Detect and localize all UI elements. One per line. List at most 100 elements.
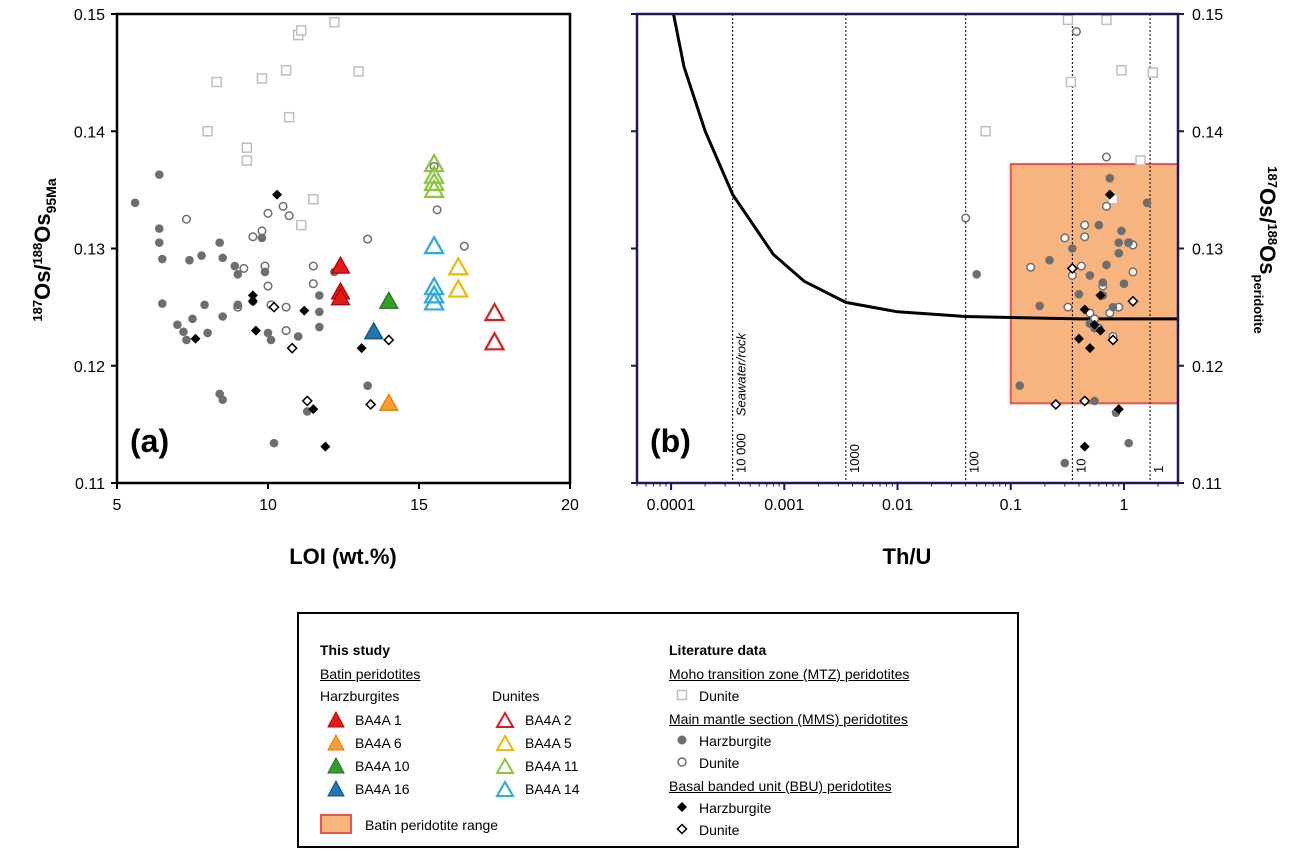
open-triangle-ba4a14-icon (495, 779, 515, 797)
point-mtz-dunite (1116, 65, 1127, 76)
legend-ba4a16: BA4A 16 (355, 781, 410, 797)
point-mms-dunite (1080, 232, 1090, 242)
point-mtz-dunite (308, 194, 319, 205)
point-mms-harzburgite (1074, 289, 1084, 299)
point-mms-harzburgite (218, 395, 227, 405)
point-mms-dunite (1101, 152, 1111, 162)
point-mms-harzburgite (260, 267, 270, 277)
open-triangle-ba4a5-icon (495, 733, 515, 751)
open-diamond-icon (676, 823, 688, 835)
point-bbu-harzburgite (308, 404, 319, 415)
point-mms-dunite (1128, 267, 1138, 277)
point-bbu-harzburgite (1089, 319, 1100, 330)
y-tick-label-b: 0.11 (1192, 476, 1222, 493)
seawater-rock-label: Seawater/rock (734, 332, 749, 417)
point-mtz-dunite (295, 219, 307, 231)
ylabel-b-sup-187: 187 (1265, 166, 1280, 188)
point-bbu-dunite (1079, 395, 1091, 407)
point-bbu-harzburgite (1073, 333, 1084, 344)
batin-range-box (1009, 163, 1180, 405)
panel-b-ylabel: 187Os/188Osperidotite (1251, 166, 1280, 333)
point-ba4a-6 (378, 393, 399, 411)
point-mms-harzburgite (315, 322, 324, 332)
point-mtz-dunite (353, 66, 364, 77)
point-mms-harzburgite (257, 233, 267, 243)
point-mms-dunite (1026, 262, 1036, 272)
x-tick-label-a: 20 (561, 497, 579, 514)
x-tick-label-a: 10 (259, 497, 277, 514)
ratio-line-label: 1000 (847, 444, 862, 473)
point-mms-harzburgite (315, 307, 324, 317)
point-bbu-harzburgite (356, 343, 367, 354)
x-tick-label-b: 1 (1120, 497, 1129, 514)
x-tick-label-b: 0.1 (1000, 497, 1022, 514)
point-bbu-harzburgite (1079, 441, 1090, 452)
ylabel-sub: 95Ma (43, 178, 59, 213)
point-mms-harzburgite (188, 314, 197, 324)
legend-ba4a2: BA4A 2 (525, 712, 572, 728)
point-mms-dunite (248, 232, 258, 242)
legend: This study Batin peridotites Harzburgite… (297, 612, 1019, 848)
point-mms-dunite (1060, 233, 1070, 243)
point-mms-dunite (1101, 201, 1111, 211)
point-mms-harzburgite (1015, 381, 1025, 390)
point-bbu-dunite (1127, 295, 1139, 307)
point-mms-harzburgite (972, 269, 981, 279)
point-mms-harzburgite (1119, 279, 1129, 288)
point-mms-harzburgite (1105, 173, 1115, 183)
point-mtz-dunite (283, 111, 295, 123)
point-ba4a-2 (483, 301, 506, 322)
open-square-icon (676, 689, 688, 701)
point-bbu-dunite (1066, 262, 1078, 274)
panel-a-frame (115, 12, 572, 485)
legend-bbu-heading: Basal banded unit (BBU) peridotites (669, 778, 892, 794)
point-ba4a-11 (423, 171, 445, 191)
ratio-line-label: 10 (1073, 459, 1088, 473)
point-ba4a-10 (378, 291, 399, 309)
point-mms-harzburgite (1114, 238, 1124, 247)
point-mms-dunite (1063, 302, 1073, 312)
legend-this-study: This study (320, 642, 391, 658)
legend-bbu-harzburgite: Harzburgite (699, 800, 772, 816)
x-tick-label-b: 0.01 (882, 497, 913, 514)
y-tick-label-b: 0.13 (1192, 242, 1223, 259)
panel-a-marks (130, 16, 506, 452)
y-tick-label-a: 0.11 (75, 476, 105, 493)
y-tick-label-b: 0.14 (1192, 124, 1223, 141)
point-bbu-harzburgite (320, 441, 331, 452)
point-bbu-dunite (365, 398, 377, 411)
legend-ba4a10: BA4A 10 (355, 758, 410, 774)
point-mms-harzburgite (1068, 244, 1077, 253)
point-mtz-dunite (1065, 76, 1077, 88)
point-mms-harzburgite (1108, 302, 1118, 312)
panel-a-ylabel: 187Os/188Os95Ma (30, 178, 59, 321)
point-mms-dunite (257, 226, 267, 236)
point-ba4a-1 (330, 255, 351, 274)
point-mms-dunite (308, 279, 318, 289)
point-mms-dunite (278, 201, 288, 211)
point-bbu-harzburgite (1095, 290, 1106, 301)
point-ba4a-14 (423, 291, 445, 311)
point-mms-dunite (263, 281, 273, 291)
point-mms-harzburgite (233, 300, 243, 310)
point-bbu-harzburgite (299, 305, 310, 316)
point-bbu-harzburgite (1113, 404, 1124, 415)
point-mms-dunite (961, 213, 971, 223)
legend-harzburgites-heading: Harzburgites (320, 688, 400, 704)
point-mms-harzburgite (1094, 220, 1104, 230)
point-mms-harzburgite (1045, 255, 1054, 265)
point-mms-harzburgite (158, 299, 167, 308)
point-mms-harzburgite (363, 381, 372, 390)
point-mms-harzburgite (1114, 248, 1124, 258)
point-mms-harzburgite (266, 335, 276, 345)
point-bbu-harzburgite (250, 325, 261, 336)
point-bbu-dunite (1107, 334, 1119, 346)
point-mms-dunite (181, 214, 192, 224)
point-mms-harzburgite (218, 253, 227, 263)
y-tick-label-a: 0.14 (74, 124, 105, 141)
point-ba4a-16 (363, 321, 384, 340)
ylabel-b-os-a: Os/ (1255, 188, 1280, 223)
point-mms-harzburgite (315, 291, 324, 300)
legend-ba4a1: BA4A 1 (355, 712, 402, 728)
point-mtz-dunite (980, 126, 991, 137)
